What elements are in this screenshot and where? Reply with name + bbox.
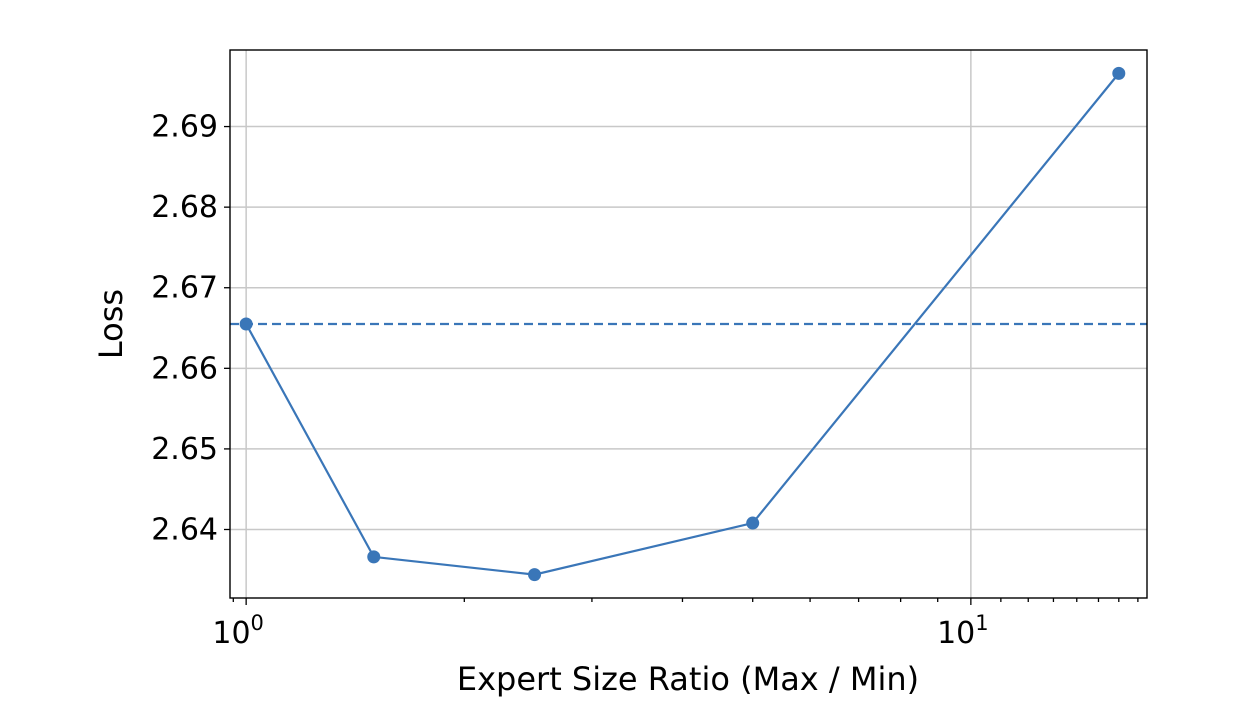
loss-data-point <box>746 516 760 530</box>
x-tick-label: 100 <box>212 611 264 651</box>
x-tick-label: 101 <box>937 611 989 651</box>
y-tick-label: 2.69 <box>151 110 218 145</box>
loss-data-point <box>528 568 542 582</box>
y-tick-label: 2.66 <box>151 351 218 386</box>
tick-layer <box>224 125 972 605</box>
loss-data-point <box>367 550 381 564</box>
x-tick-label-base: 10 <box>937 616 975 651</box>
plot-frame <box>229 49 1148 599</box>
y-axis-label: Loss <box>92 289 130 359</box>
x-tick-label-exponent: 1 <box>975 611 988 635</box>
series-layer <box>239 66 1126 582</box>
loss-data-point <box>239 317 253 331</box>
y-tick-label: 2.65 <box>151 432 218 467</box>
loss-data-point <box>1112 66 1126 80</box>
x-tick-label-base: 10 <box>212 616 250 651</box>
grid-layer <box>230 50 1147 598</box>
x-tick-label-exponent: 0 <box>251 611 264 635</box>
y-tick-label: 2.68 <box>151 190 218 225</box>
y-tick-label: 2.64 <box>151 513 218 548</box>
x-axis-label: Expert Size Ratio (Max / Min) <box>457 660 919 698</box>
y-tick-label: 2.67 <box>151 271 218 306</box>
